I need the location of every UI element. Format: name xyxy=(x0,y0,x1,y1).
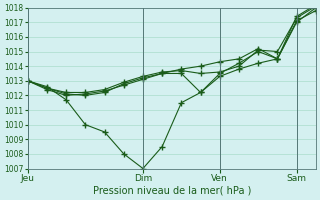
X-axis label: Pression niveau de la mer( hPa ): Pression niveau de la mer( hPa ) xyxy=(92,186,251,196)
